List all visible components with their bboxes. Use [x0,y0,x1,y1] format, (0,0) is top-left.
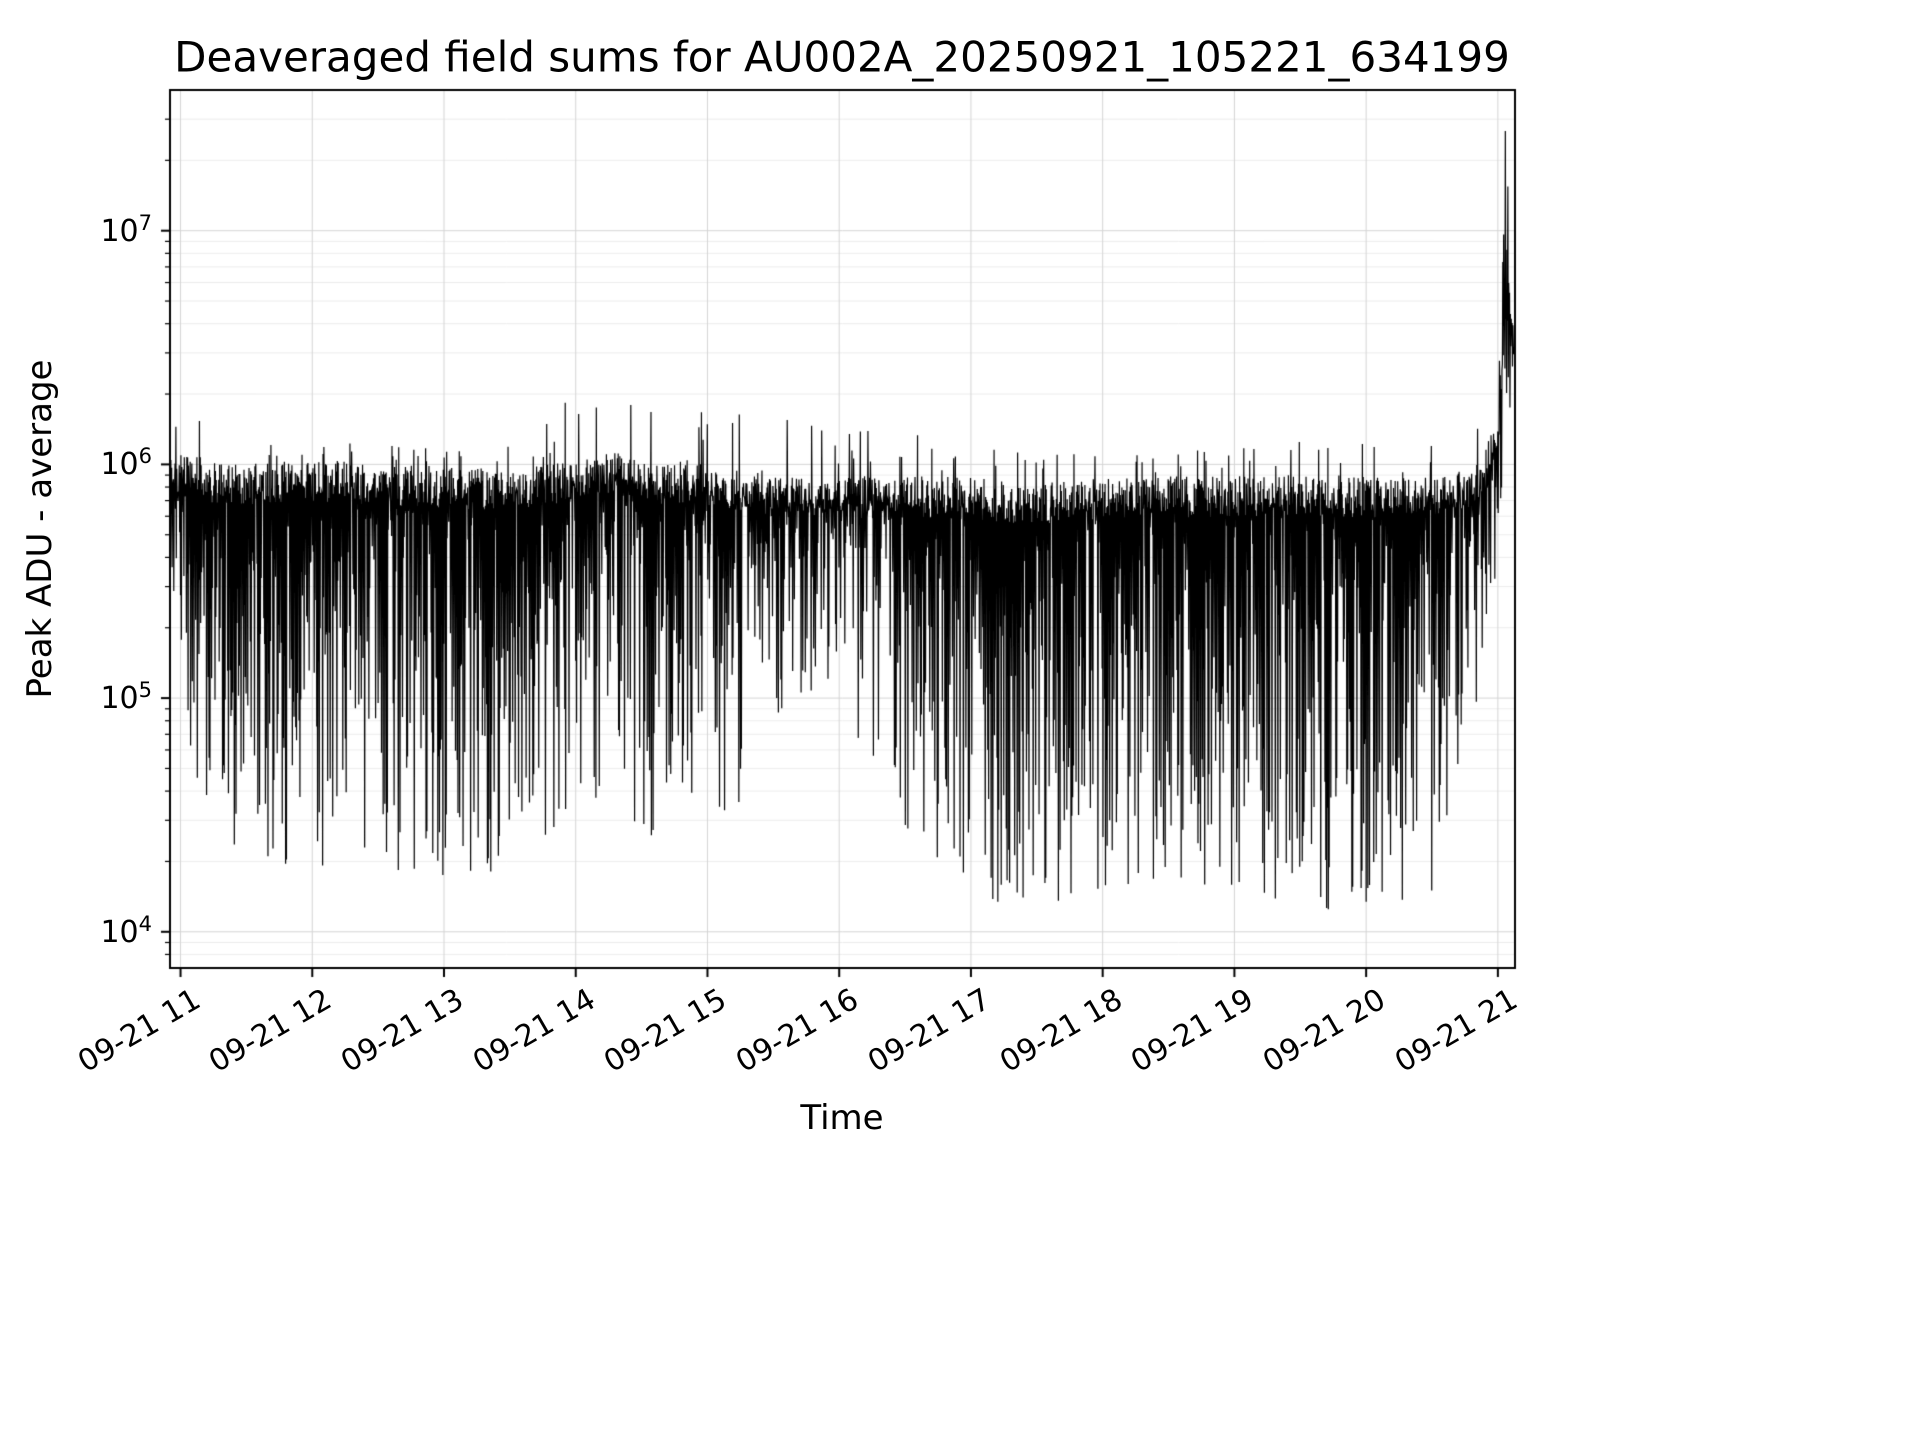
y-tick-label: 106 [100,444,152,483]
x-axis-label: Time [800,1098,884,1138]
y-tick-label: 105 [100,678,152,717]
y-tick-label: 104 [100,912,152,951]
y-tick-label: 107 [100,210,152,249]
chart-title: Deaveraged field sums for AU002A_2025092… [174,32,1510,82]
y-tick-exponent: 5 [138,678,152,703]
y-tick-exponent: 6 [138,444,152,469]
y-tick-exponent: 4 [138,912,152,937]
y-axis-label: Peak ADU - average [20,359,60,699]
y-tick-exponent: 7 [138,210,152,235]
